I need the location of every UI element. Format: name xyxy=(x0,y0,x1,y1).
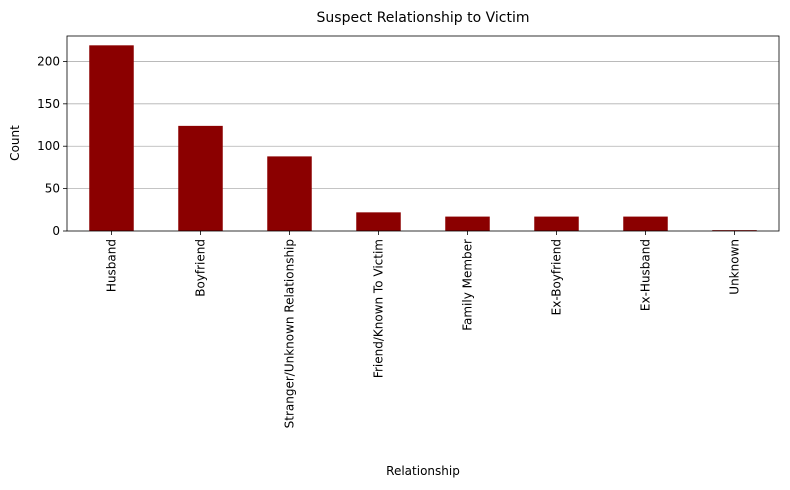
bar xyxy=(445,216,490,231)
gridlines xyxy=(67,61,779,190)
bar xyxy=(178,125,223,231)
bar xyxy=(89,45,134,232)
x-tick-label: Boyfriend xyxy=(194,239,208,297)
x-tick-label: Unknown xyxy=(728,239,742,295)
x-axis: Husband Boyfriend Stranger/Unknown Relatio… xyxy=(105,231,742,428)
bar xyxy=(534,216,579,231)
x-axis-label: Relationship xyxy=(386,464,460,478)
x-tick-label: Ex-Boyfriend xyxy=(550,239,564,315)
bar xyxy=(267,156,312,231)
bar xyxy=(712,230,757,231)
y-tick-label: 50 xyxy=(45,182,60,196)
y-tick-label: 0 xyxy=(52,224,60,238)
x-tick-label: Stranger/Unknown Relationship xyxy=(283,239,297,428)
bars xyxy=(89,45,757,232)
y-tick-label: 100 xyxy=(37,139,60,153)
y-axis: 0 50 100 150 200 xyxy=(37,54,67,238)
x-tick-label: Husband xyxy=(105,239,119,292)
bar xyxy=(356,212,401,231)
x-tick-label: Friend/Known To Victim xyxy=(372,239,386,378)
y-tick-label: 150 xyxy=(37,97,60,111)
y-axis-label: Count xyxy=(8,125,22,161)
bar xyxy=(623,216,668,231)
plot-frame xyxy=(66,35,780,232)
x-tick-label: Family Member xyxy=(461,239,475,331)
y-tick-label: 200 xyxy=(37,54,60,68)
x-tick-label: Ex-Husband xyxy=(639,239,653,311)
chart-title: Suspect Relationship to Victim xyxy=(317,10,530,26)
